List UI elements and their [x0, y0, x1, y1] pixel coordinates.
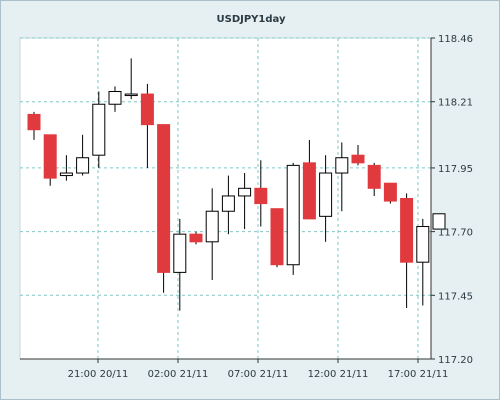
candle	[238, 173, 252, 230]
candle-body-down	[254, 187, 268, 205]
candle-body-down	[302, 162, 316, 220]
candle	[43, 134, 57, 186]
candle	[108, 86, 122, 112]
candle-body-up	[432, 213, 446, 230]
candle	[351, 145, 365, 166]
candle-body-up	[59, 172, 73, 177]
candle-body-down	[43, 134, 57, 179]
candle	[124, 58, 138, 100]
x-tick-label: 12:00 21/11	[308, 369, 369, 380]
x-tick-label: 02:00 21/11	[148, 369, 209, 380]
candle	[59, 155, 73, 181]
candle-body-down	[157, 124, 171, 273]
candle	[416, 218, 430, 306]
candle	[254, 160, 268, 227]
candle-body-down	[400, 198, 414, 263]
x-tick-label: 07:00 21/11	[228, 369, 289, 380]
y-tick-label: 117.45	[438, 291, 473, 302]
candle	[205, 188, 219, 281]
candle-body-up	[335, 157, 349, 174]
candle	[76, 134, 90, 176]
x-tick-label: 17:00 21/11	[388, 369, 449, 380]
candle	[367, 162, 381, 196]
y-tick-labels: 118.46 118.21 117.95 117.70 117.45 117.20	[438, 34, 473, 366]
candles	[27, 58, 446, 311]
candle	[27, 111, 41, 140]
candle-body-up	[124, 93, 138, 97]
candle-body-up	[319, 172, 333, 217]
candle	[286, 162, 300, 275]
candle	[189, 231, 203, 245]
candle-body-down	[270, 208, 284, 266]
candle-body-up	[205, 210, 219, 243]
y-tick-label: 118.21	[438, 98, 473, 109]
axes	[20, 37, 435, 363]
candle-body-down	[367, 164, 381, 189]
candle	[302, 139, 316, 220]
candle	[335, 142, 349, 212]
y-tick-label: 117.20	[438, 355, 473, 366]
candle-body-down	[383, 182, 397, 202]
candle-body-down	[140, 93, 154, 126]
y-tick-label: 118.46	[438, 34, 473, 45]
candle-body-up	[173, 233, 187, 273]
y-tick-label: 117.70	[438, 228, 473, 239]
candle-body-up	[92, 103, 106, 156]
candle	[383, 182, 397, 204]
candle	[221, 175, 235, 235]
candle	[319, 155, 333, 242]
candle	[270, 208, 284, 268]
candle-body-down	[351, 154, 365, 164]
candle	[92, 91, 106, 168]
candle	[400, 193, 414, 309]
y-tick-label: 117.95	[438, 164, 473, 175]
x-tick-labels: 21:00 20/11 02:00 21/11 07:00 21/11 12:00 2…	[68, 369, 449, 380]
candle	[432, 213, 446, 230]
candle	[140, 83, 154, 168]
candle-body-up	[76, 157, 90, 174]
candle-body-up	[108, 91, 122, 105]
chart-title: USDJPY1day	[217, 14, 286, 25]
candle	[173, 218, 187, 311]
candle-body-up	[416, 226, 430, 263]
candle-body-up	[221, 195, 235, 212]
candle-body-down	[189, 233, 203, 243]
x-tick-label: 21:00 20/11	[68, 369, 129, 380]
candle-body-up	[286, 164, 300, 266]
candle-body-down	[27, 113, 41, 131]
candle-body-up	[238, 187, 252, 197]
candle	[157, 124, 171, 293]
